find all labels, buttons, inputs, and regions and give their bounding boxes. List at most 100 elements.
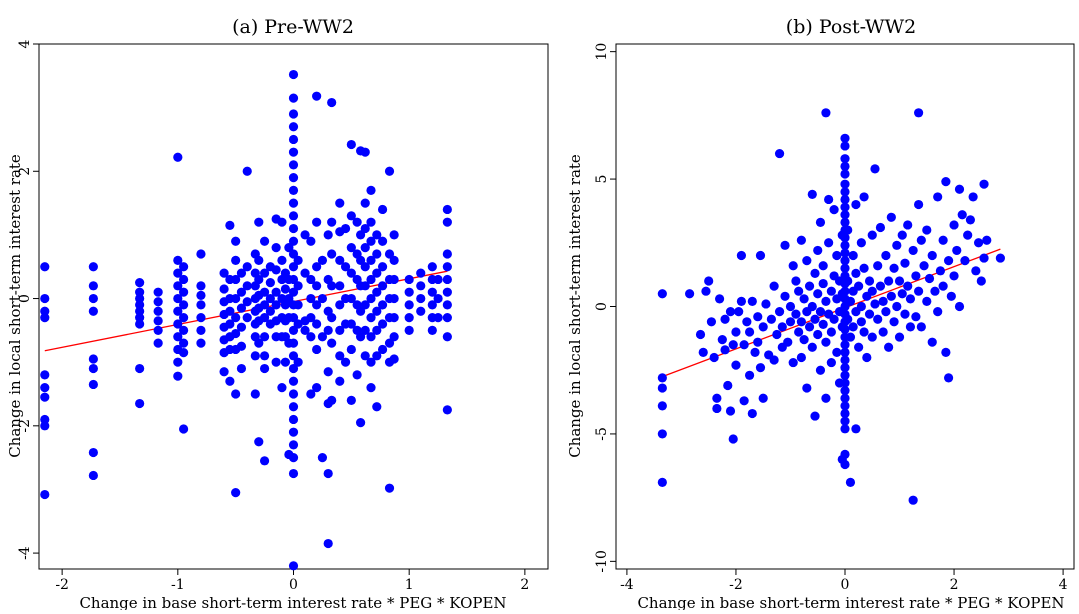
scatter-point — [802, 256, 812, 266]
scatter-point — [971, 266, 981, 276]
scatter-point — [88, 281, 98, 291]
scatter-point — [355, 418, 366, 428]
scatter-point — [404, 274, 414, 285]
scatter-point — [360, 300, 370, 310]
panel-pre-ww2: (a) Pre-WW2 -2 -1 0 1 2 -4 -2 0 2 4 Change in bas… — [6, 16, 549, 612]
scatter-point — [327, 97, 337, 108]
scatter-point — [731, 327, 741, 337]
tick-layer: -4 -2 0 2 4 -10 -5 0 5 10 — [594, 43, 1068, 593]
scatter-point — [840, 459, 850, 470]
scatter-point — [288, 363, 299, 374]
scatter-point — [288, 160, 299, 170]
scatter-point — [968, 192, 978, 202]
scatter-point — [384, 249, 395, 259]
scatter-point — [288, 376, 299, 386]
scatter-point — [404, 313, 414, 323]
scatter-point — [196, 300, 206, 310]
scatter-point — [963, 230, 973, 240]
scatter-point — [384, 338, 395, 348]
scatter-point — [878, 327, 888, 337]
scatter-point — [284, 293, 294, 304]
scatter-point — [815, 217, 826, 227]
scatter-point — [840, 355, 850, 365]
scatter-point — [818, 319, 828, 329]
scatter-point — [905, 322, 916, 332]
scatter-point — [312, 319, 322, 329]
scatter-point — [179, 313, 189, 323]
scatter-point — [769, 281, 779, 291]
scatter-point — [742, 317, 752, 327]
scatter-point — [900, 258, 910, 268]
scatter-point — [892, 240, 902, 250]
scatter-point — [312, 262, 322, 272]
scatter-point — [242, 262, 252, 272]
y-axis-label: Change in local short-term interest rate — [6, 154, 24, 458]
scatter-point — [40, 414, 50, 425]
scatter-point — [231, 236, 241, 246]
scatter-point — [416, 268, 426, 278]
scatter-point — [179, 338, 189, 348]
scatter-point — [366, 255, 376, 265]
scatter-point — [196, 249, 206, 259]
scatter-point — [293, 319, 303, 329]
scatter-point — [788, 261, 798, 271]
scatter-point — [88, 447, 98, 458]
scatter-point — [327, 281, 337, 291]
scatter-point — [236, 287, 247, 297]
scatter-point — [404, 325, 414, 335]
scatter-point — [744, 370, 755, 380]
scatter-point — [736, 296, 747, 307]
scatter-point — [725, 306, 736, 317]
scatter-point — [277, 383, 287, 393]
scatter-point — [442, 287, 452, 297]
scatter-point — [366, 274, 376, 285]
scatter-point — [840, 263, 850, 273]
scatter-point — [173, 306, 183, 316]
scatter-point — [788, 357, 798, 368]
scatter-point — [153, 338, 163, 348]
scatter-point — [941, 177, 951, 187]
scatter-point — [153, 287, 163, 297]
scatter-point — [867, 230, 877, 240]
scatter-point — [982, 235, 992, 245]
scatter-point — [242, 166, 252, 176]
scatter-point — [657, 383, 667, 393]
scatter-point — [219, 284, 229, 294]
scatter-point — [88, 262, 98, 272]
scatter-point — [265, 306, 275, 316]
scatter-point — [824, 238, 834, 248]
scatter-point — [153, 306, 163, 316]
scatter-point — [916, 235, 926, 245]
scatter-point — [433, 274, 443, 285]
scatter-point — [840, 194, 850, 205]
scatter-point — [288, 287, 299, 297]
scatter-point — [821, 296, 831, 307]
scatter-point — [88, 354, 98, 364]
chart-title: (b) Post-WW2 — [786, 16, 916, 38]
scatter-point — [739, 396, 749, 406]
scatter-point — [265, 278, 275, 288]
scatter-point — [236, 341, 247, 351]
scatter-point — [335, 255, 345, 265]
scatter-point — [312, 300, 322, 310]
scatter-point — [300, 230, 310, 240]
scatter-point — [312, 383, 322, 393]
scatter-point — [840, 210, 850, 220]
scatter-point — [840, 179, 850, 189]
scatter-point — [442, 204, 452, 215]
scatter-point — [894, 332, 905, 342]
scatter-point — [717, 335, 727, 345]
x-axis-label: Change in base short-term interest rate … — [79, 594, 506, 610]
scatter-point — [377, 319, 388, 329]
scatter-point — [288, 211, 299, 221]
scatter-point — [870, 299, 880, 309]
scatter-point — [840, 248, 850, 258]
scatter-point — [280, 284, 291, 294]
scatter-point — [284, 243, 294, 253]
scatter-point — [826, 327, 836, 337]
scatter-point — [720, 345, 730, 355]
scatter-point — [867, 332, 877, 342]
scatter-point — [346, 139, 356, 150]
scatter-point — [288, 147, 299, 157]
